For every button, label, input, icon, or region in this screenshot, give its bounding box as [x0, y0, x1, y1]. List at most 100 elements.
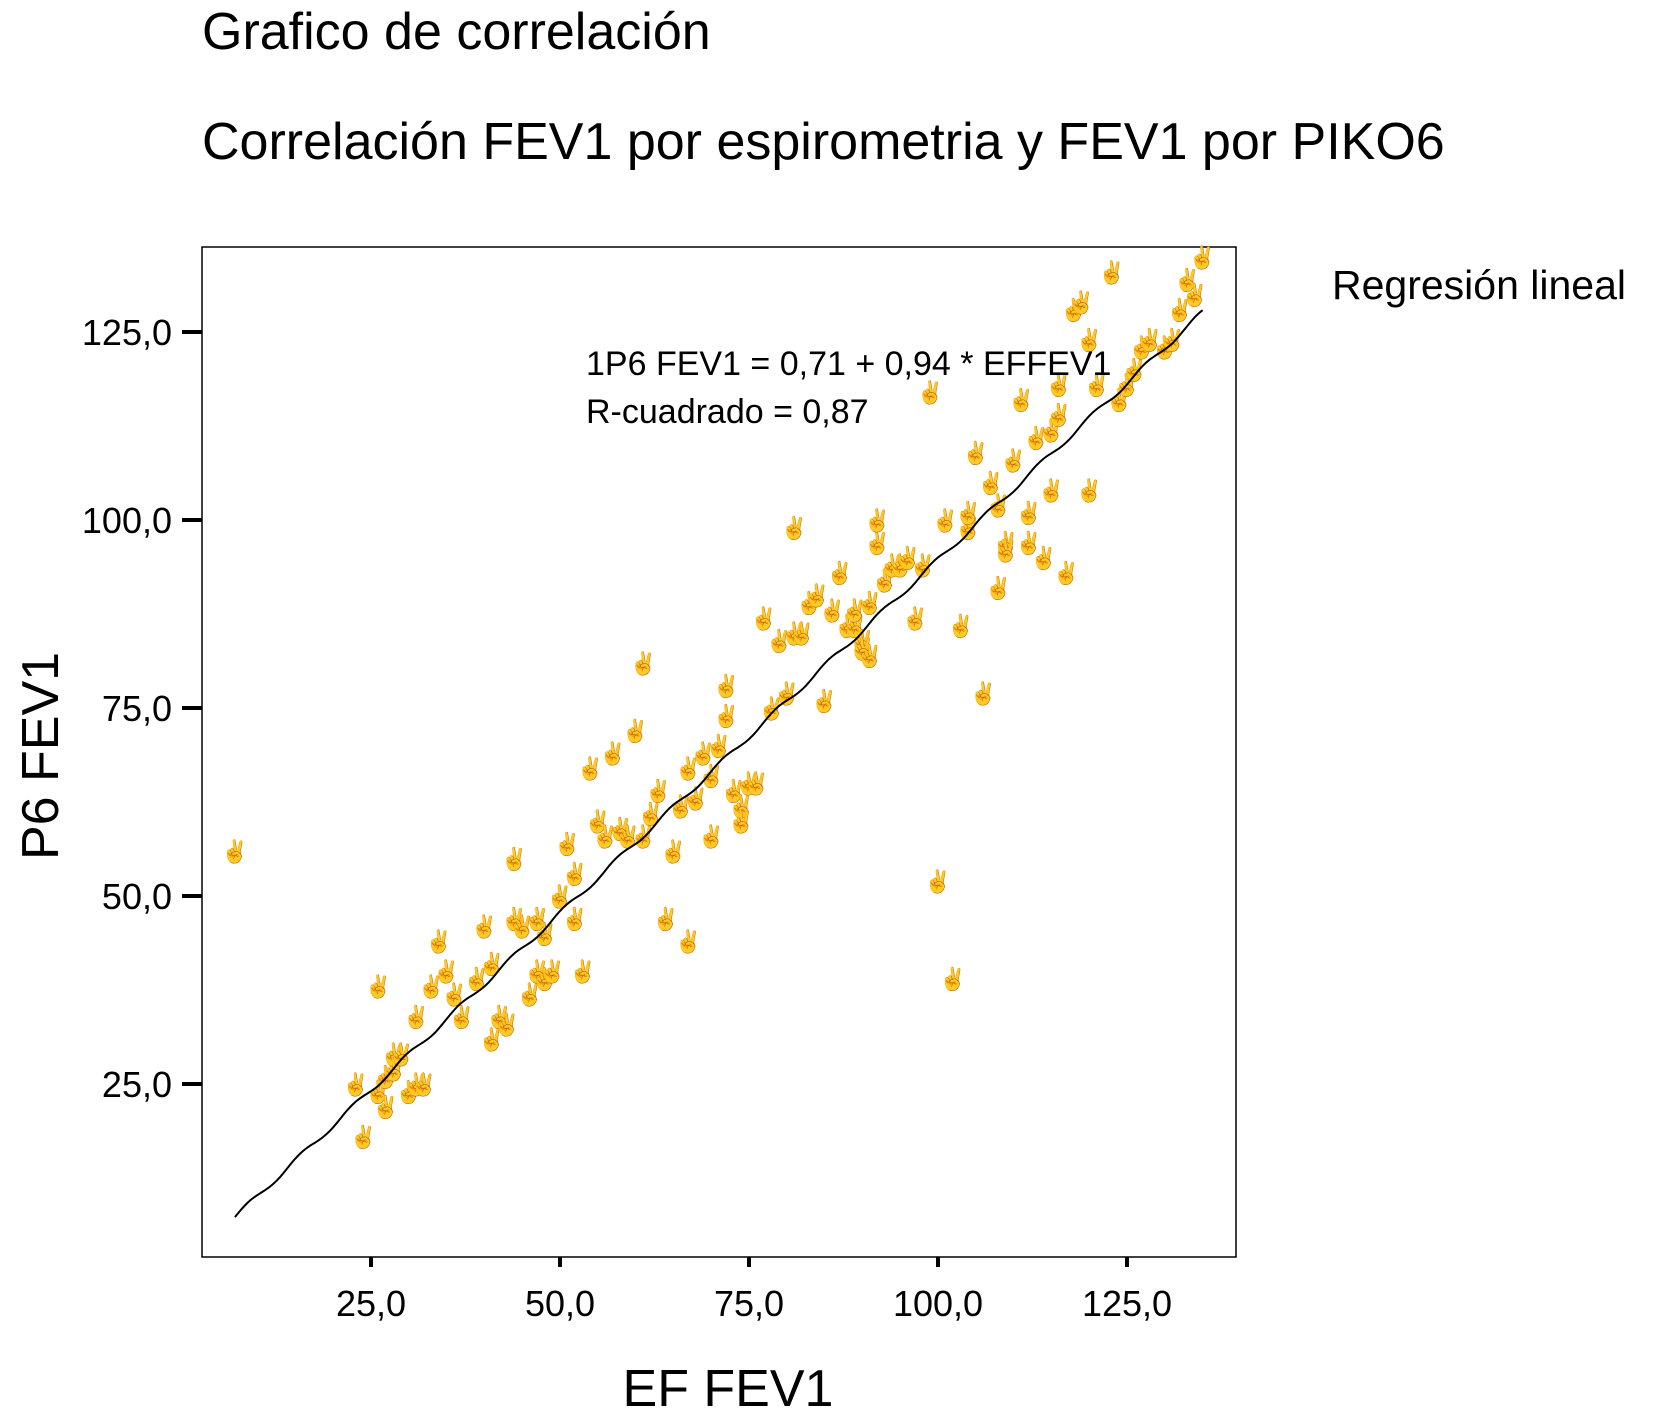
data-point: ✌	[818, 597, 845, 624]
data-point: ✌	[637, 800, 664, 827]
data-point: ✌	[864, 530, 891, 557]
data-point: ✌	[1015, 530, 1042, 557]
data-point: ✌	[645, 778, 672, 805]
data-point: ✌	[569, 958, 596, 985]
data-point: ✌	[1007, 387, 1034, 414]
data-point: ✌	[1023, 424, 1050, 451]
data-point: ✌	[909, 552, 936, 579]
y-tick-label: 125,0	[82, 312, 172, 353]
data-point: ✌	[1174, 266, 1201, 293]
data-point: ✌	[418, 973, 445, 1000]
data-point: ✌	[599, 740, 626, 767]
data-point: ✌	[788, 620, 815, 647]
data-point: ✌	[992, 530, 1019, 557]
data-point: ✌	[705, 733, 732, 760]
regression-line	[234, 309, 1204, 1218]
data-point: ✌	[1038, 477, 1065, 504]
x-tick-label: 125,0	[1082, 1283, 1172, 1324]
data-point: ✌	[508, 913, 535, 940]
data-point: ✌	[697, 763, 724, 790]
data-point: ✌	[524, 958, 551, 985]
data-point: ✌	[410, 1071, 437, 1098]
data-point: ✌	[675, 928, 702, 955]
data-point: ✌	[1075, 477, 1102, 504]
data-point: ✌	[728, 808, 755, 835]
data-point: ✌	[546, 883, 573, 910]
x-axis-label: EF FEV1	[623, 1360, 834, 1416]
data-point: ✌	[486, 1003, 513, 1030]
data-point: ✌	[221, 838, 248, 865]
data-point: ✌	[962, 439, 989, 466]
data-point: ✌	[856, 642, 883, 669]
data-point: ✌	[531, 921, 558, 948]
r-squared-label: R-cuadrado = 0,87	[586, 393, 869, 431]
data-point: ✌	[811, 687, 838, 714]
data-point: ✌	[501, 845, 528, 872]
data-point: ✌	[577, 755, 604, 782]
data-point: ✌	[478, 1026, 505, 1053]
chart-title: Grafico de correlación	[202, 3, 711, 61]
data-point: ✌	[342, 1071, 369, 1098]
data-point: ✌	[403, 1071, 430, 1098]
data-point: ✌	[713, 703, 740, 730]
data-point: ✌	[713, 672, 740, 699]
data-point: ✌	[1181, 281, 1208, 308]
data-point: ✌	[501, 906, 528, 933]
data-point: ✌	[743, 770, 770, 797]
data-point: ✌	[660, 838, 687, 865]
data-point: ✌	[841, 597, 868, 624]
data-point: ✌	[894, 545, 921, 572]
data-point: ✌	[561, 906, 588, 933]
data-point: ✌	[440, 981, 467, 1008]
data-point: ✌	[834, 612, 861, 639]
data-point: ✌	[1136, 327, 1163, 354]
data-point: ✌	[516, 981, 543, 1008]
legend-label: Regresión lineal	[1332, 262, 1627, 308]
data-point: ✌	[493, 1011, 520, 1038]
data-point: ✌	[826, 560, 853, 587]
x-tick-label: 75,0	[714, 1283, 784, 1324]
data-point: ✌	[1038, 417, 1065, 444]
data-point: ✌	[1030, 545, 1057, 572]
data-point: ✌	[886, 552, 913, 579]
data-point: ✌	[781, 515, 808, 542]
data-point: ✌	[1045, 402, 1072, 429]
data-point: ✌	[1000, 447, 1027, 474]
data-point: ✌	[403, 1003, 430, 1030]
data-point: ✌	[350, 1124, 377, 1151]
data-point: ✌	[796, 590, 823, 617]
data-point: ✌	[992, 537, 1019, 564]
data-point: ✌	[864, 507, 891, 534]
regression-equation: 1P6 FEV1 = 0,71 + 0,94 * EFFEV1	[586, 345, 1111, 383]
data-point: ✌	[697, 823, 724, 850]
data-point: ✌	[675, 755, 702, 782]
data-point: ✌	[947, 612, 974, 639]
data-point: ✌	[607, 815, 634, 842]
data-point: ✌	[766, 627, 793, 654]
x-tick-label: 100,0	[893, 1283, 983, 1324]
data-point: ✌	[841, 612, 868, 639]
data-point: ✌	[1068, 289, 1095, 316]
data-point: ✌	[1060, 296, 1087, 323]
data-point: ✌	[592, 823, 619, 850]
data-point: ✌	[977, 469, 1004, 496]
data-point: ✌	[584, 808, 611, 835]
data-point: ✌	[955, 515, 982, 542]
data-point: ✌	[970, 680, 997, 707]
data-point: ✌	[1159, 327, 1186, 354]
data-point: ✌	[554, 830, 581, 857]
y-tick-label: 75,0	[102, 688, 172, 729]
data-point: ✌	[614, 823, 641, 850]
data-point: ✌	[728, 793, 755, 820]
data-point: ✌	[690, 740, 717, 767]
data-point: ✌	[917, 379, 944, 406]
data-point: ✌	[758, 695, 785, 722]
data-point: ✌	[1166, 296, 1193, 323]
data-points: ✌✌✌✌✌✌✌✌✌✌✌✌✌✌✌✌✌✌✌✌✌✌✌✌✌✌✌✌✌✌✌✌✌✌✌✌✌✌✌✌…	[221, 244, 1216, 1151]
data-point: ✌	[539, 958, 566, 985]
data-point: ✌	[871, 567, 898, 594]
data-point: ✌	[720, 778, 747, 805]
data-point: ✌	[1189, 244, 1216, 271]
data-point: ✌	[395, 1079, 422, 1106]
data-point: ✌	[924, 868, 951, 895]
